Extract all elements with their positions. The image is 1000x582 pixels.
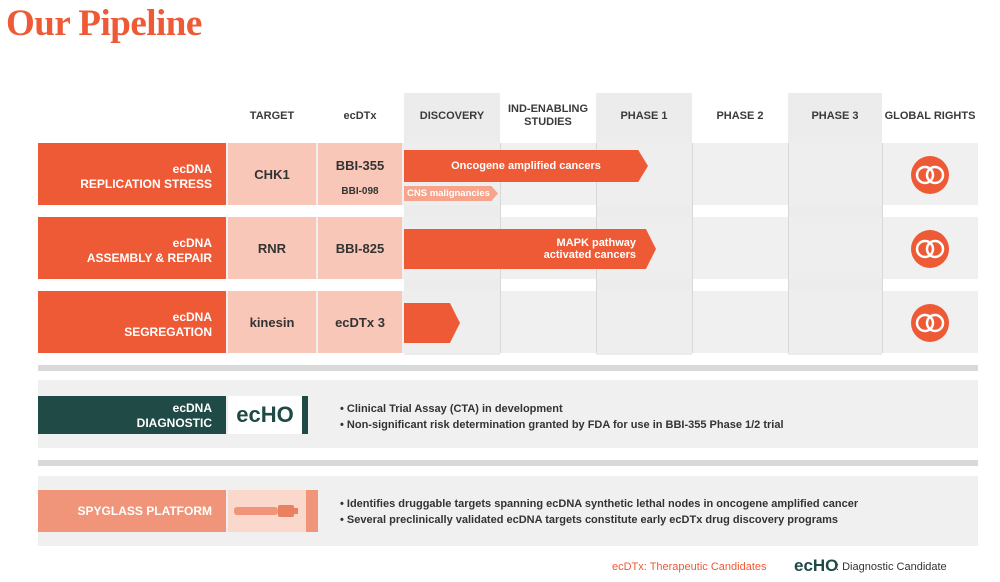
candidate-name-secondary: BBI-098 bbox=[341, 186, 379, 197]
diagnostic-label-top: ecDNA bbox=[172, 401, 212, 415]
header-global-rights: GLOBAL RIGHTS bbox=[884, 109, 976, 122]
program-label: ecDNA REPLICATION STRESS bbox=[40, 162, 212, 192]
target-cell: RNR bbox=[228, 217, 316, 279]
indication-line2: activated cancers bbox=[543, 249, 636, 261]
global-rights-logo bbox=[911, 304, 949, 342]
program-label-top: ecDNA bbox=[172, 162, 212, 176]
global-rights-logo bbox=[911, 156, 949, 194]
progress-arrow bbox=[404, 303, 460, 343]
program-label-bottom: ASSEMBLY & REPAIR bbox=[86, 251, 212, 265]
progress-arrow-secondary: CNS malignancies bbox=[404, 186, 498, 201]
diagnostic-label-bg bbox=[38, 396, 226, 434]
diagnostic-label-bottom: DIAGNOSTIC bbox=[136, 416, 212, 430]
program-label-bg bbox=[38, 217, 226, 279]
diagnostic-bullets: • Clinical Trial Assay (CTA) in developm… bbox=[340, 401, 960, 433]
section-divider bbox=[38, 460, 978, 466]
platform-label: SPYGLASS PLATFORM bbox=[77, 504, 212, 518]
divider bbox=[788, 143, 789, 353]
program-label: ecDNA SEGREGATION bbox=[40, 310, 212, 340]
candidate-cell: BBI-825 bbox=[318, 217, 402, 279]
header-discovery: DISCOVERY bbox=[419, 109, 485, 122]
global-rights-logo bbox=[911, 230, 949, 268]
program-label-bg bbox=[38, 291, 226, 353]
header-phase1: PHASE 1 bbox=[620, 109, 668, 122]
platform-content bbox=[318, 476, 978, 546]
platform-bullets: • Identifies druggable targets spanning … bbox=[340, 496, 970, 528]
header-phase2: PHASE 2 bbox=[716, 109, 764, 122]
progress-arrow: MAPK pathway activated cancers bbox=[404, 229, 656, 269]
header-target: TARGET bbox=[249, 109, 295, 122]
section-divider bbox=[38, 365, 978, 371]
bullet-item: • Clinical Trial Assay (CTA) in developm… bbox=[340, 403, 563, 415]
diagnostic-label: ecDNA DIAGNOSTIC bbox=[40, 401, 212, 431]
legend-echo-note: : Diagnostic Candidate bbox=[836, 561, 947, 573]
program-label-top: ecDNA bbox=[172, 236, 212, 250]
divider bbox=[692, 143, 693, 353]
target-cell: kinesin bbox=[228, 291, 316, 353]
program-label: ecDNA ASSEMBLY & REPAIR bbox=[40, 236, 212, 266]
spyglass-device-icon bbox=[234, 505, 298, 517]
phase3-shade-rows bbox=[788, 143, 882, 353]
legend-ecdtx: ecDTx: Therapeutic Candidates bbox=[612, 561, 767, 573]
echo-logo: ecHO bbox=[228, 396, 302, 434]
diagnostic-content bbox=[308, 380, 978, 448]
bullet-item: • Non-significant risk determination gra… bbox=[340, 419, 784, 431]
bullet-item: • Several preclinically validated ecDNA … bbox=[340, 514, 839, 526]
page-title: Our Pipeline bbox=[6, 3, 202, 44]
header-phase3: PHASE 3 bbox=[811, 109, 859, 122]
platform-label-bg bbox=[38, 490, 226, 532]
candidate-cell bbox=[318, 143, 402, 205]
target-cell: CHK1 bbox=[228, 143, 316, 205]
program-label-bottom: REPLICATION STRESS bbox=[80, 177, 212, 191]
candidate-cell: ecDTx 3 bbox=[318, 291, 402, 353]
platform-accent bbox=[306, 490, 318, 532]
program-label-top: ecDNA bbox=[172, 310, 212, 324]
program-label-bg bbox=[38, 143, 226, 205]
program-label-bottom: SEGREGATION bbox=[124, 325, 212, 339]
indication-line1: MAPK pathway bbox=[556, 237, 636, 249]
divider bbox=[882, 143, 883, 353]
progress-arrow: Oncogene amplified cancers bbox=[404, 150, 648, 182]
bullet-item: • Identifies druggable targets spanning … bbox=[340, 498, 859, 510]
legend-echo-logo: ecHO bbox=[794, 556, 839, 575]
candidate-name: BBI-355 bbox=[335, 157, 385, 173]
header-ind-enabling: IND-ENABLING STUDIES bbox=[507, 103, 589, 128]
header-ecdtx: ecDTx bbox=[343, 109, 377, 122]
